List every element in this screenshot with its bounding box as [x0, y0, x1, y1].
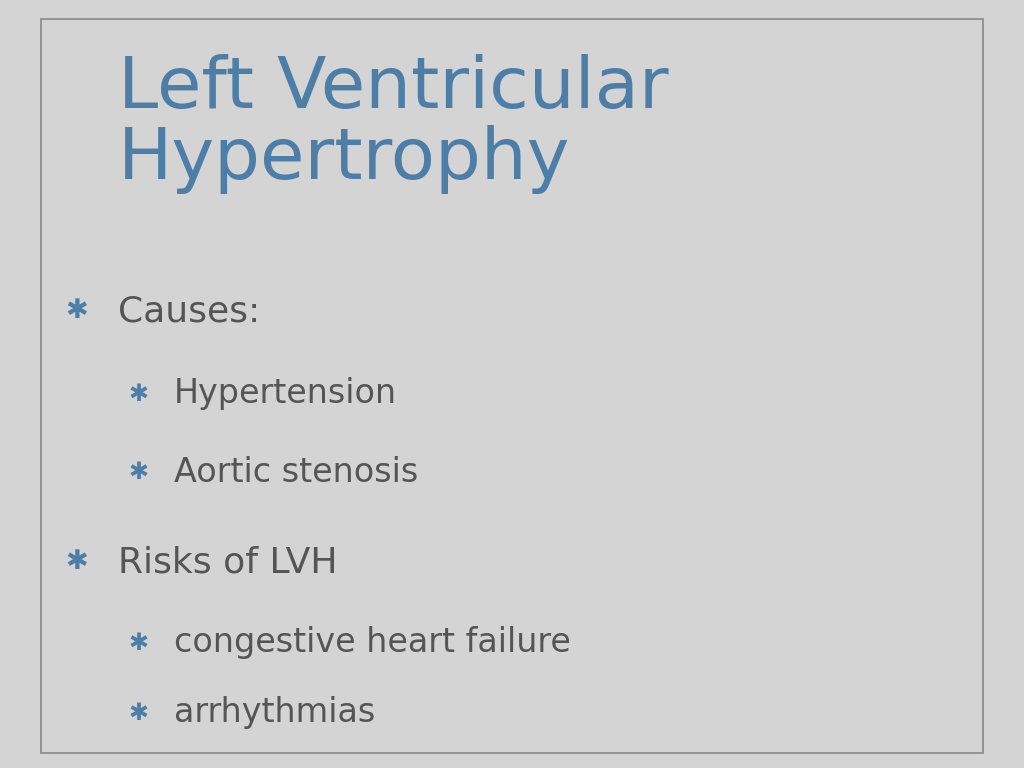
Text: ✱: ✱	[66, 298, 88, 324]
Text: ✱: ✱	[128, 382, 148, 406]
Text: arrhythmias: arrhythmias	[174, 697, 376, 729]
Text: Causes:: Causes:	[118, 294, 260, 328]
Text: Hypertension: Hypertension	[174, 378, 397, 410]
Text: ✱: ✱	[128, 631, 148, 655]
Text: Risks of LVH: Risks of LVH	[118, 545, 337, 579]
Text: ✱: ✱	[128, 700, 148, 725]
FancyBboxPatch shape	[41, 19, 983, 753]
Text: congestive heart failure: congestive heart failure	[174, 627, 571, 659]
Text: ✱: ✱	[128, 460, 148, 485]
Text: Aortic stenosis: Aortic stenosis	[174, 456, 419, 488]
Text: ✱: ✱	[66, 549, 88, 575]
Text: Left Ventricular
Hypertrophy: Left Ventricular Hypertrophy	[118, 54, 669, 194]
